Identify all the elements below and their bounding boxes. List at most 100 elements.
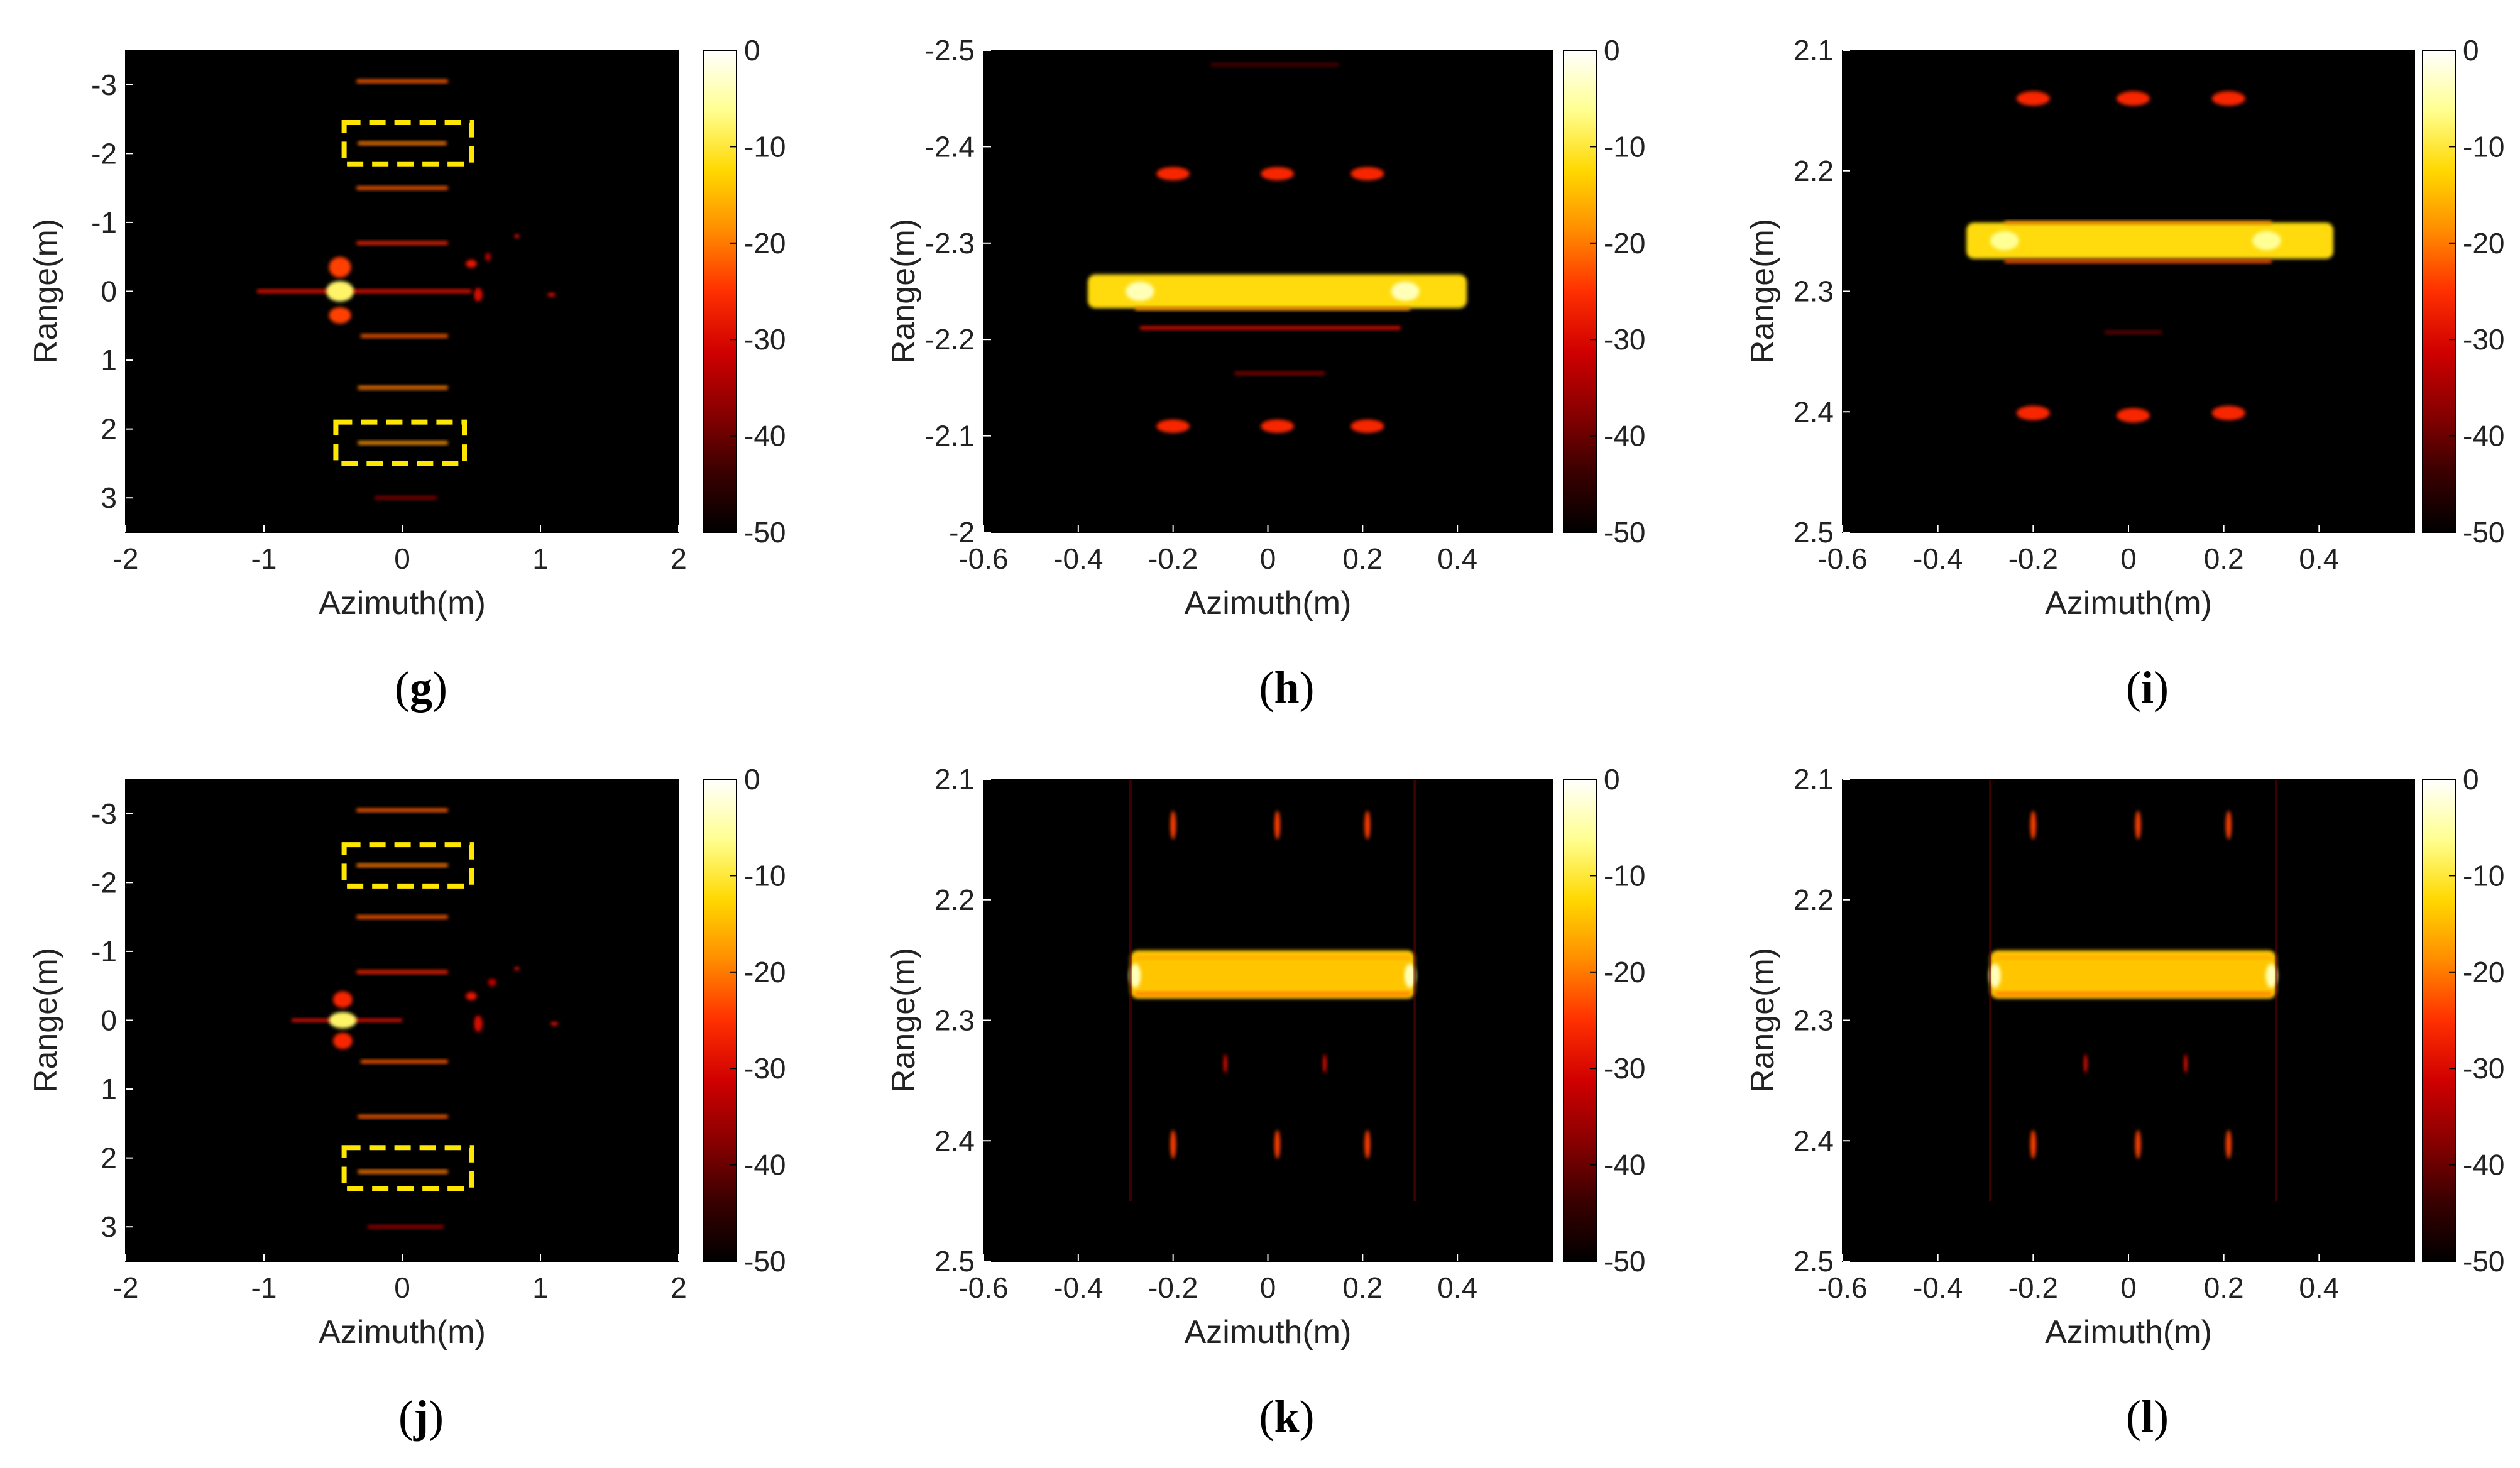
colorbar-tick-label: -10 — [1604, 859, 1645, 892]
image-j — [292, 808, 559, 1229]
x-tick-label: 0.2 — [2204, 1271, 2244, 1304]
range-line — [358, 1114, 448, 1119]
y-tick-label: 2.3 — [1794, 275, 1834, 308]
y-axis-label: Range(m) — [28, 948, 64, 1093]
y-tick-label: -1 — [91, 935, 117, 968]
colorbar-tick-label: 0 — [2463, 763, 2479, 796]
colorbar-tick-label: 0 — [1604, 34, 1620, 67]
colorbar-tick-label: -40 — [744, 1149, 786, 1181]
x-tick-label: 0.2 — [1342, 1271, 1383, 1304]
scatter-point — [2183, 1054, 2188, 1073]
colorbar-tick-label: -20 — [1604, 956, 1645, 989]
scatter-point — [1364, 1129, 1371, 1159]
colorbar-tick-label: -50 — [744, 516, 786, 549]
y-tick-label: 3 — [101, 1210, 117, 1243]
x-tick-label: 0.4 — [2299, 542, 2339, 575]
y-tick-label: 0 — [101, 275, 117, 308]
scatter-point — [1261, 419, 1294, 433]
colorbar-tick-label: -40 — [2463, 420, 2504, 452]
scatter-point — [550, 1021, 559, 1026]
x-axis-label: Azimuth(m) — [2045, 1314, 2212, 1350]
image-l — [1989, 779, 2278, 1202]
x-tick-label: 0 — [2120, 1271, 2137, 1304]
scatter-point — [1322, 1054, 1327, 1073]
colorbar-i — [2422, 50, 2456, 533]
target-band — [1130, 950, 1415, 999]
scatter-point — [2016, 91, 2050, 106]
scatter-point — [1391, 282, 1420, 301]
scatter-point — [1350, 167, 1384, 181]
range-line — [1995, 955, 2272, 960]
target-band — [1087, 274, 1467, 309]
scatter-point — [326, 281, 354, 302]
plot-area-k — [983, 779, 1552, 1261]
y-tick-label: 3 — [101, 481, 117, 514]
y-axis-label: Range(m) — [1745, 219, 1781, 364]
y-tick-label: 2.3 — [934, 1004, 975, 1037]
colorbar-tick-label: -40 — [1604, 420, 1645, 452]
colorbar-tick-label: -30 — [744, 323, 786, 356]
x-tick-label: 0.2 — [1342, 542, 1383, 575]
colorbar-l — [2422, 779, 2456, 1262]
x-tick-label: -0.4 — [1913, 542, 1963, 575]
x-tick-label: -1 — [251, 1271, 277, 1304]
scatter-point — [1364, 810, 1371, 840]
colorbar-tick-label: -20 — [744, 956, 786, 989]
scatter-point — [547, 292, 556, 297]
scatter-point — [2225, 810, 2232, 840]
highlight-box — [341, 120, 474, 167]
scatter-point — [1170, 810, 1176, 840]
colorbar-tick-label: -10 — [1604, 130, 1645, 163]
x-tick-label: -0.2 — [2008, 1271, 2058, 1304]
x-tick-label: -0.4 — [1053, 1271, 1103, 1304]
y-tick-label: 2.1 — [1794, 763, 1834, 796]
x-tick-label: 0.2 — [2204, 542, 2244, 575]
sidelobe-line — [1129, 779, 1132, 1202]
range-line — [1135, 955, 1410, 960]
panel-h: -0.6 -0.4 -0.2 0 0.2 0.4 -2.5 -2.4 -2.3 -2.2 -2.1 -… — [885, 34, 1645, 713]
y-axis-label: Range(m) — [885, 948, 922, 1093]
y-tick-label: -2.3 — [925, 227, 975, 260]
y-tick-label: -2 — [949, 516, 975, 549]
colorbar-tick-label: -50 — [2463, 516, 2504, 549]
scatter-point — [329, 256, 351, 278]
x-tick-label: 0 — [1260, 1271, 1276, 1304]
y-tick-label: -2.4 — [925, 130, 975, 163]
panel-label-k: (k) — [1259, 1391, 1314, 1442]
x-tick-label: -0.6 — [1817, 1271, 1867, 1304]
range-line — [1135, 992, 1410, 996]
scatter-point — [1274, 1129, 1281, 1159]
range-line — [2004, 259, 2272, 263]
scatter-point — [2030, 810, 2036, 840]
scatter-point — [2083, 1054, 2088, 1073]
colorbar-tick-label: -30 — [2463, 323, 2504, 356]
plot-area-i — [1843, 50, 2414, 532]
range-line — [356, 970, 448, 974]
scatter-point — [1170, 1129, 1176, 1159]
scatter-point — [2265, 963, 2277, 988]
x-axis-label: Azimuth(m) — [1185, 585, 1352, 622]
colorbar-tick-label: -40 — [1604, 1149, 1645, 1181]
colorbar-tick-label: -50 — [1604, 516, 1645, 549]
range-line — [1995, 992, 2272, 996]
colorbar-tick-label: -10 — [744, 130, 786, 163]
y-tick-label: 0 — [101, 1004, 117, 1037]
x-axis-label: Azimuth(m) — [2045, 585, 2212, 622]
y-axis-label: Range(m) — [28, 219, 64, 364]
x-tick-label: 2 — [671, 542, 687, 575]
scatter-point — [488, 978, 496, 986]
colorbar-tick-label: -20 — [2463, 227, 2504, 260]
colorbar-tick-label: -30 — [1604, 323, 1645, 356]
scatter-point — [1156, 167, 1190, 181]
highlight-box — [341, 842, 474, 889]
colorbar-tick-label: -30 — [1604, 1052, 1645, 1085]
y-tick-label: 2.2 — [1794, 155, 1834, 187]
y-tick-label: 2.5 — [1794, 1245, 1834, 1278]
scatter-point — [514, 967, 520, 971]
sidelobe-line — [2275, 779, 2278, 1202]
range-line — [356, 863, 448, 867]
x-tick-label: -0.4 — [1053, 542, 1103, 575]
range-line — [1211, 63, 1339, 67]
x-tick-label: -0.6 — [958, 542, 1008, 575]
